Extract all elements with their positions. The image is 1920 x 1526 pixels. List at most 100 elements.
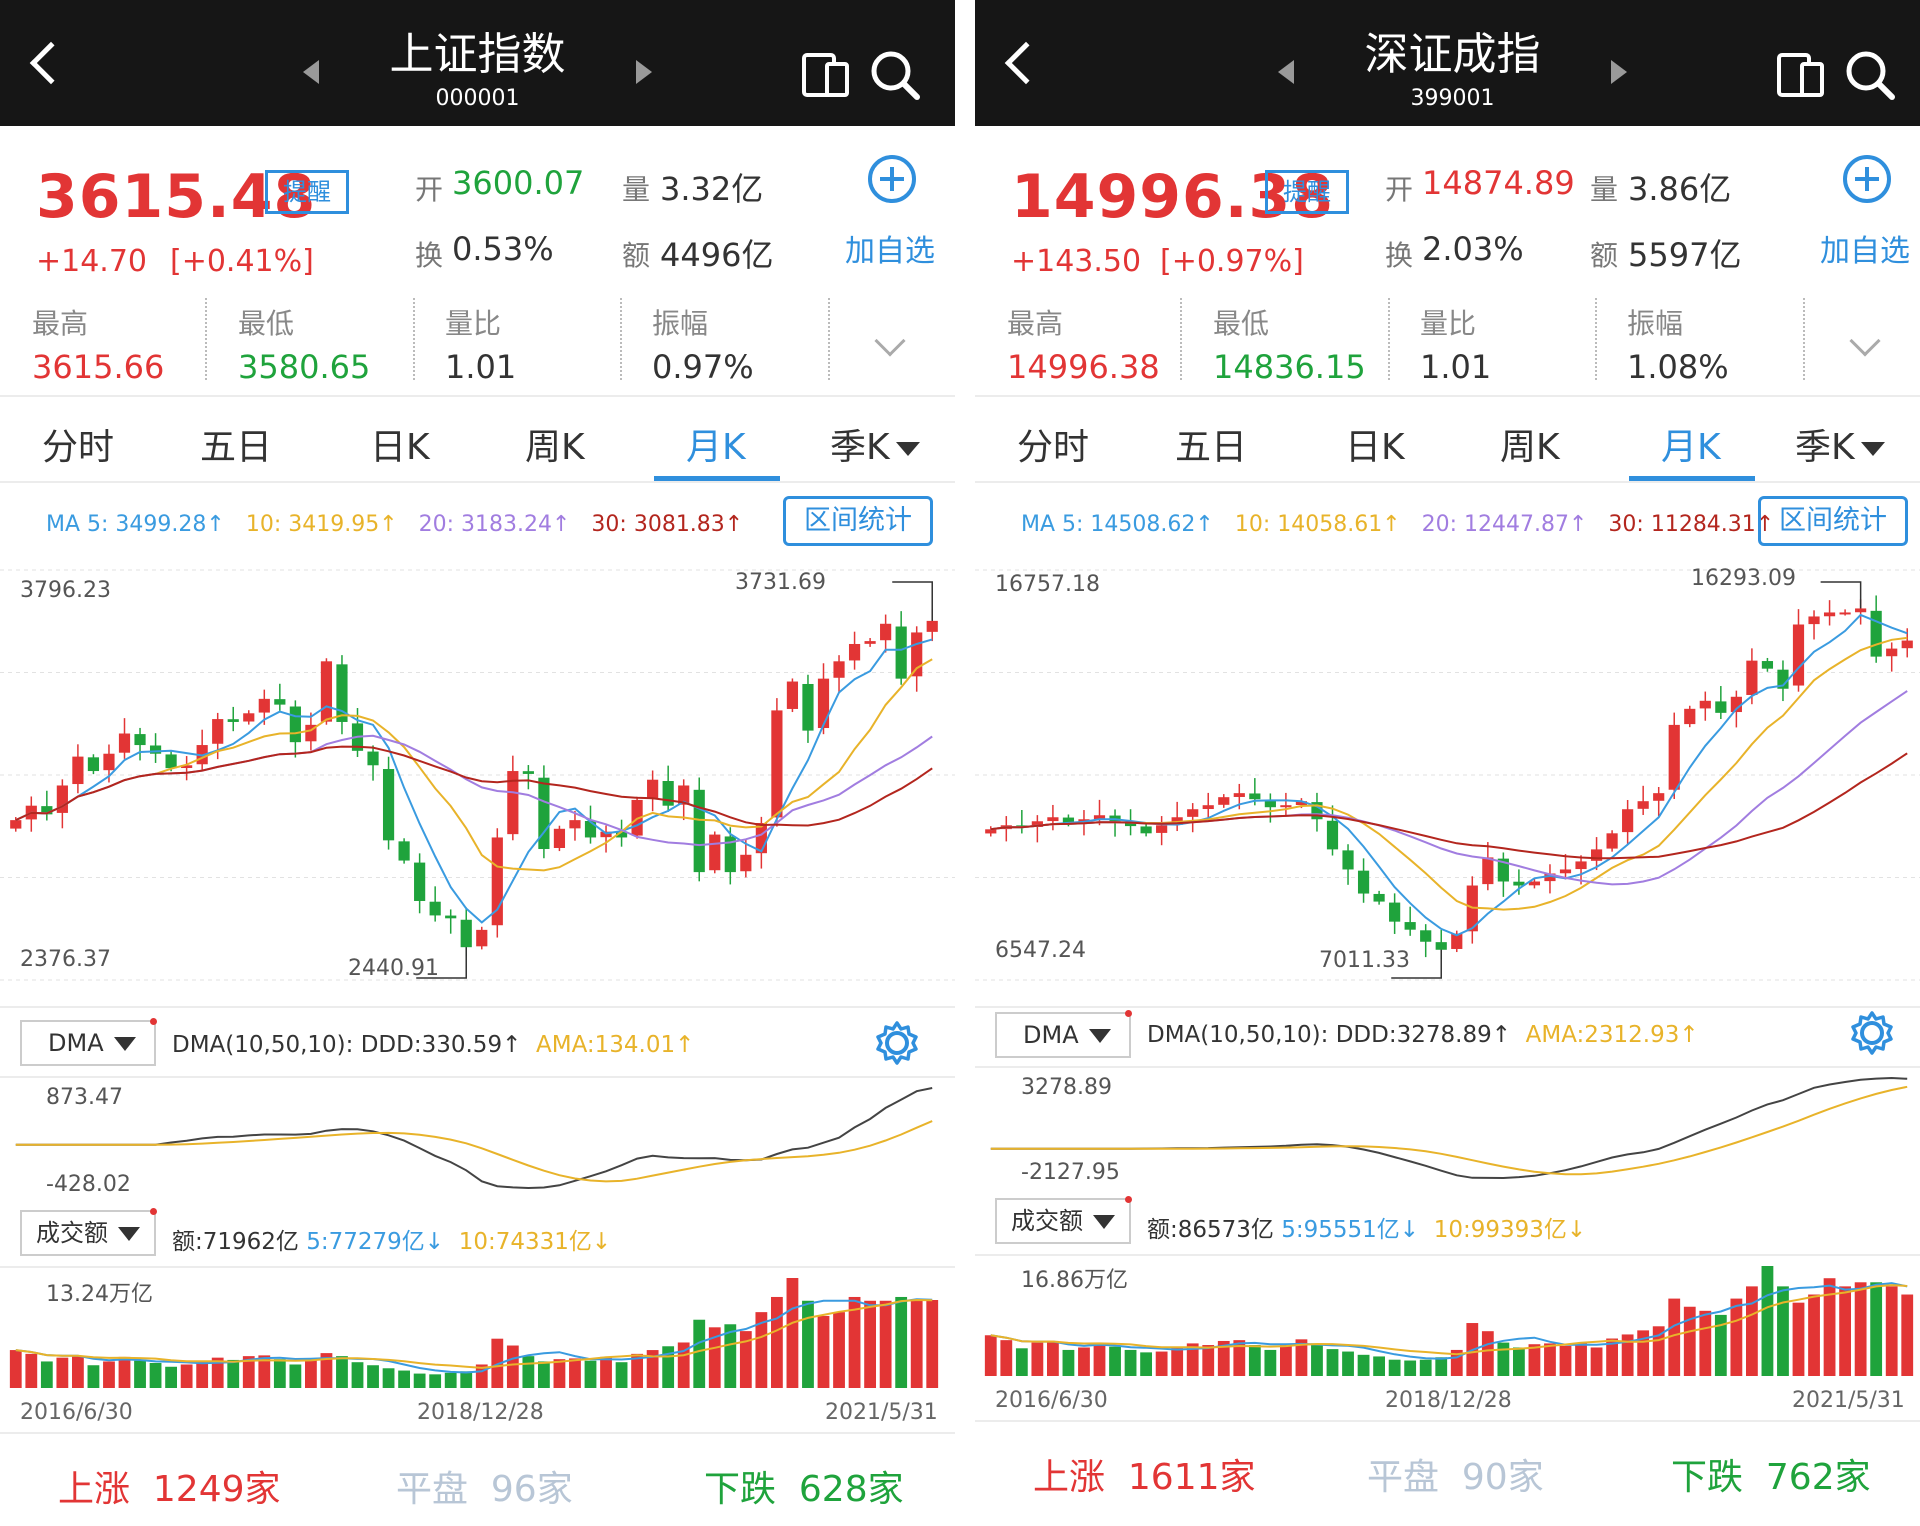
- volume-bar: [1870, 1282, 1883, 1376]
- volume-bar: [1388, 1359, 1401, 1376]
- settings-gear-icon[interactable]: [874, 1020, 920, 1066]
- candle-body: [103, 753, 115, 771]
- device-switch-icon[interactable]: [801, 52, 851, 98]
- candle-body: [1218, 797, 1230, 805]
- volume-bar: [1885, 1286, 1898, 1376]
- candle-body: [802, 683, 814, 731]
- candle-body: [1622, 809, 1634, 833]
- range-stat-button[interactable]: 区间统计: [1758, 496, 1908, 546]
- candle-body: [880, 623, 892, 641]
- volume-bar: [1481, 1331, 1494, 1376]
- candle-body: [817, 678, 830, 729]
- candle-body: [1389, 902, 1401, 922]
- dma-legend: DMA(10,50,10): DDD:330.59↑ AMA:134.01↑: [172, 1032, 694, 1058]
- dma-selector[interactable]: DMA: [995, 1012, 1131, 1058]
- candle-body: [165, 754, 177, 769]
- remind-button[interactable]: 提醒: [265, 170, 349, 214]
- volume-selector-label: 成交额: [1011, 1207, 1083, 1235]
- candle-body: [87, 757, 100, 772]
- price-axis-min: 2376.37: [20, 947, 111, 972]
- ma5-value: MA 5: 14508.62↑: [1021, 512, 1214, 537]
- candle-body: [1451, 933, 1463, 949]
- candle-body: [1777, 669, 1789, 689]
- dropdown-arrow-icon: [1860, 442, 1885, 456]
- remind-button[interactable]: 提醒: [1265, 170, 1349, 214]
- settings-gear-icon[interactable]: [1849, 1010, 1895, 1056]
- volume-bar: [56, 1357, 69, 1388]
- kline-chart[interactable]: [975, 560, 1920, 990]
- volume-bar: [553, 1359, 566, 1388]
- range-stat-button[interactable]: 区间统计: [783, 496, 933, 546]
- candle-body: [1513, 881, 1525, 886]
- separator: [0, 1076, 955, 1078]
- volume-bar: [1683, 1306, 1696, 1376]
- tab-intraday[interactable]: 分时: [42, 427, 115, 468]
- add-watchlist-button[interactable]: 加自选: [1820, 234, 1910, 269]
- search-icon[interactable]: [868, 48, 922, 102]
- divider: [1803, 298, 1805, 380]
- candle-body: [429, 901, 441, 916]
- dma-ddd: DDD:330.59↑: [360, 1032, 522, 1058]
- tab-monthly-k[interactable]: 月K: [686, 427, 746, 468]
- tab-weekly-k[interactable]: 周K: [1500, 427, 1560, 468]
- next-index-icon[interactable]: [636, 60, 652, 84]
- add-watchlist-icon[interactable]: [1841, 153, 1893, 205]
- device-switch-icon[interactable]: [1776, 52, 1826, 98]
- dma-selector[interactable]: DMA: [20, 1020, 156, 1066]
- tab-quarterly-k[interactable]: 季K: [830, 418, 920, 470]
- separator: [975, 1006, 1920, 1008]
- low-marker-line: [416, 947, 467, 979]
- candle-body: [553, 828, 566, 848]
- volume-bar: [1342, 1351, 1354, 1376]
- tab-weekly-k[interactable]: 周K: [525, 427, 585, 468]
- volume-bar: [351, 1362, 364, 1388]
- candle-body: [382, 769, 395, 841]
- kline-chart[interactable]: [0, 560, 955, 990]
- open-value: 3600.07: [452, 164, 585, 202]
- candle-body: [895, 626, 907, 679]
- divider: [620, 298, 622, 380]
- candle-body: [538, 777, 550, 850]
- low-marker-line: [1391, 949, 1442, 979]
- candle-body: [1653, 793, 1665, 801]
- volume-ratio-label: 量比: [1420, 307, 1477, 340]
- price-change: +143.50: [1011, 244, 1142, 279]
- tab-daily-k[interactable]: 日K: [1345, 427, 1405, 468]
- volume-bar: [1637, 1330, 1650, 1376]
- expand-chevron-icon[interactable]: [874, 325, 906, 357]
- tab-intraday[interactable]: 分时: [1017, 427, 1090, 468]
- dma-selector-label: DMA: [1023, 1021, 1079, 1049]
- amplitude-label: 振幅: [1627, 307, 1684, 340]
- dropdown-arrow-icon: [1088, 1029, 1111, 1043]
- prev-index-icon[interactable]: [1278, 60, 1294, 84]
- candle-body: [1482, 857, 1494, 885]
- advancers-label: 上涨: [58, 1469, 131, 1510]
- separator: [975, 481, 1920, 483]
- dropdown-arrow-icon: [113, 1037, 136, 1051]
- volume-bar: [708, 1327, 721, 1388]
- candle-body: [678, 785, 690, 805]
- search-icon[interactable]: [1843, 48, 1897, 102]
- tab-five-day[interactable]: 五日: [1175, 427, 1248, 468]
- price-change: +14.70: [36, 244, 148, 279]
- prev-index-icon[interactable]: [303, 60, 319, 84]
- active-tab-indicator: [654, 476, 780, 481]
- volume-bar: [1435, 1357, 1448, 1376]
- tab-five-day[interactable]: 五日: [200, 427, 273, 468]
- volume-label: 量: [622, 173, 651, 206]
- open-label: 开: [415, 173, 444, 206]
- add-watchlist-icon[interactable]: [866, 153, 918, 205]
- tab-monthly-k[interactable]: 月K: [1661, 427, 1721, 468]
- add-watchlist-button[interactable]: 加自选: [845, 234, 935, 269]
- tab-quarterly-k[interactable]: 季K: [1795, 418, 1885, 470]
- candle-body: [864, 641, 876, 644]
- expand-chevron-icon[interactable]: [1849, 325, 1881, 357]
- next-index-icon[interactable]: [1611, 60, 1627, 84]
- candle-body: [926, 620, 938, 632]
- separator: [975, 1254, 1920, 1256]
- separator: [0, 1432, 955, 1434]
- volume-selector[interactable]: 成交额: [20, 1210, 156, 1256]
- volume-selector[interactable]: 成交额: [995, 1198, 1131, 1244]
- candle-body: [1156, 825, 1168, 833]
- tab-daily-k[interactable]: 日K: [370, 427, 430, 468]
